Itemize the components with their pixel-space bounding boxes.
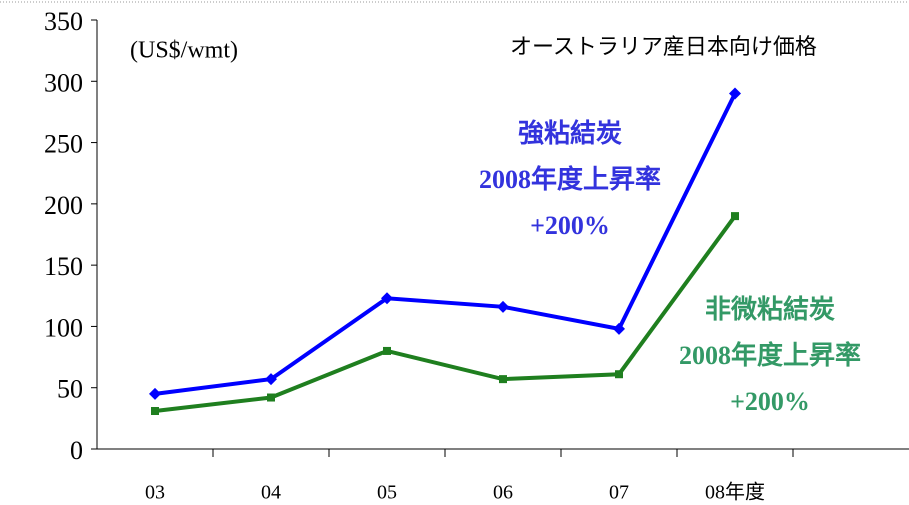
y-tick-label: 150	[44, 252, 83, 281]
x-tick-label: 06	[493, 482, 513, 504]
unit-label: (US$/wmt)	[130, 38, 238, 64]
x-tick-label: 03	[145, 482, 165, 504]
x-tick-label: 04	[261, 482, 281, 504]
marker	[265, 373, 277, 386]
x-tick-label: 05	[377, 482, 397, 504]
annotation: +200%	[530, 211, 610, 240]
marker	[381, 292, 393, 305]
marker	[613, 322, 625, 335]
annotation: 強粘結炭	[518, 118, 622, 148]
y-tick-label: 50	[57, 375, 83, 404]
annotation: 2008年度上昇率	[679, 340, 861, 370]
marker	[731, 212, 739, 221]
x-tick-label: 07	[609, 482, 629, 504]
y-tick-label: 300	[44, 68, 83, 97]
y-tick-label: 250	[44, 130, 83, 159]
marker	[267, 393, 275, 402]
y-tick-label: 350	[44, 7, 83, 36]
series-line	[154, 214, 737, 413]
annotation: 2008年度上昇率	[479, 164, 661, 194]
x-tick-label: 08年度	[705, 481, 765, 504]
marker	[149, 387, 161, 400]
marker	[729, 87, 741, 100]
marker	[151, 407, 159, 416]
y-tick-label: 100	[44, 313, 83, 342]
annotation: +200%	[730, 387, 810, 416]
marker	[615, 370, 623, 379]
chart-title: オーストラリア産日本向け価格	[510, 35, 817, 60]
marker	[383, 346, 391, 355]
marker	[499, 375, 507, 384]
series-line	[154, 92, 737, 396]
y-tick-label: 0	[70, 436, 83, 465]
annotation: 非微粘結炭	[705, 294, 835, 324]
y-tick-label: 200	[44, 191, 83, 220]
marker	[497, 300, 509, 313]
